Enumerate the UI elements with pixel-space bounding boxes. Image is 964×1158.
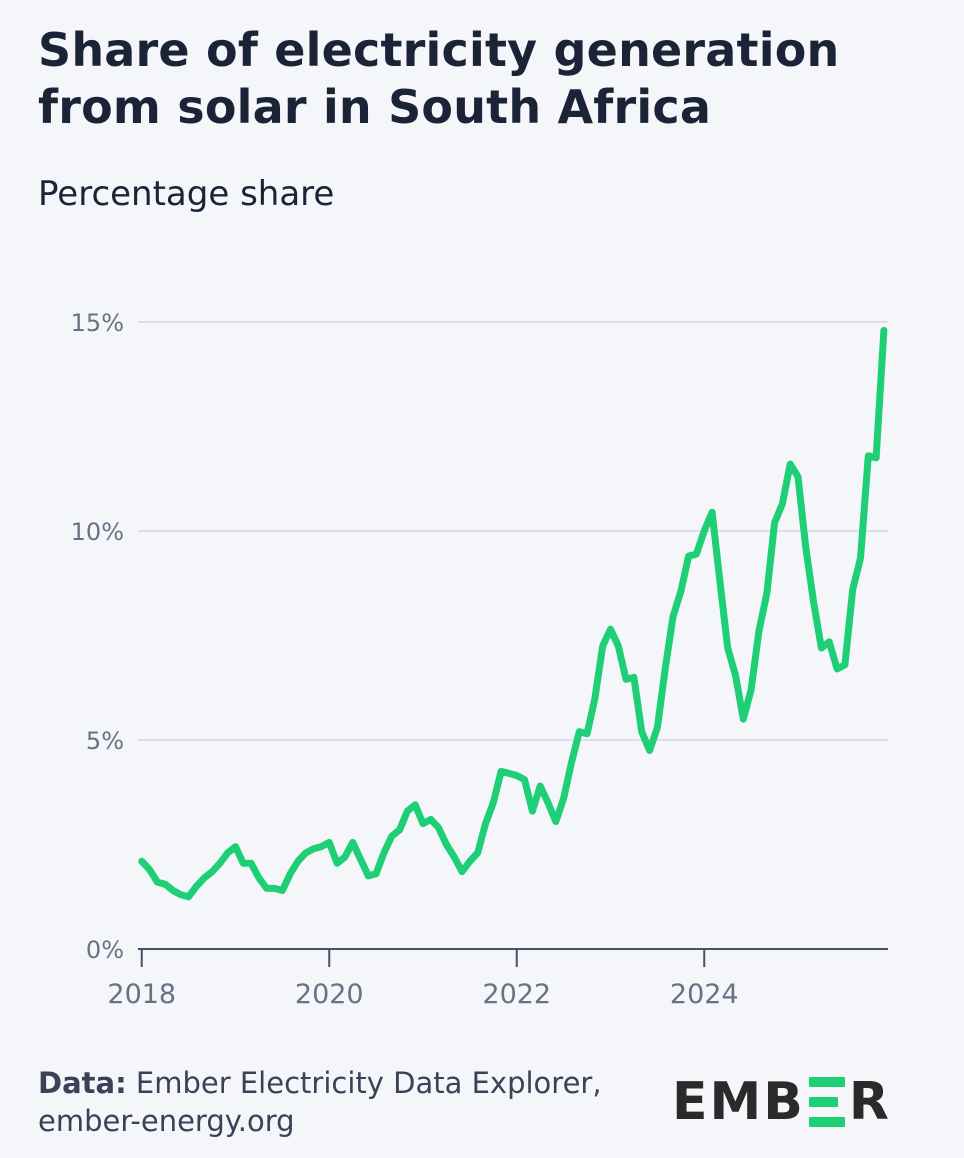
logo-e-mark-icon (808, 1077, 845, 1127)
y-tick-label: 5% (86, 727, 124, 755)
x-tick-label: 2020 (295, 979, 364, 1010)
gridlines (138, 321, 888, 741)
x-tick-label: 2018 (107, 979, 176, 1010)
source-label: Data: (38, 1066, 127, 1100)
y-axis-ticks: 0% 5% 10% 15% (71, 309, 124, 964)
solar-share-line-chart: 0% 5% 10% 15% 2018 2020 2022 2024 (71, 309, 888, 1010)
source-line: Data: Ember Electricity Data Explorer, (38, 1064, 602, 1102)
x-axis-ticks: 2018 2020 2022 2024 (107, 949, 739, 1010)
y-tick-label: 10% (71, 518, 124, 546)
x-tick-label: 2022 (482, 979, 551, 1010)
series-line-solar (138, 326, 888, 901)
logo-text-right: R (848, 1072, 891, 1132)
chart-subtitle: Percentage share (38, 174, 335, 214)
y-tick-label: 0% (86, 936, 124, 964)
source-text: Ember Electricity Data Explorer, (135, 1066, 602, 1100)
ember-logo: EMB R (672, 1072, 891, 1132)
source-url: ember-energy.org (38, 1104, 295, 1138)
chart-title: Share of electricity generation from sol… (38, 23, 840, 134)
x-tick-label: 2024 (670, 979, 739, 1010)
logo-text-left: EMB (672, 1072, 805, 1132)
y-tick-label: 15% (71, 309, 124, 337)
source-footer: Data: Ember Electricity Data Explorer, e… (38, 1064, 602, 1140)
